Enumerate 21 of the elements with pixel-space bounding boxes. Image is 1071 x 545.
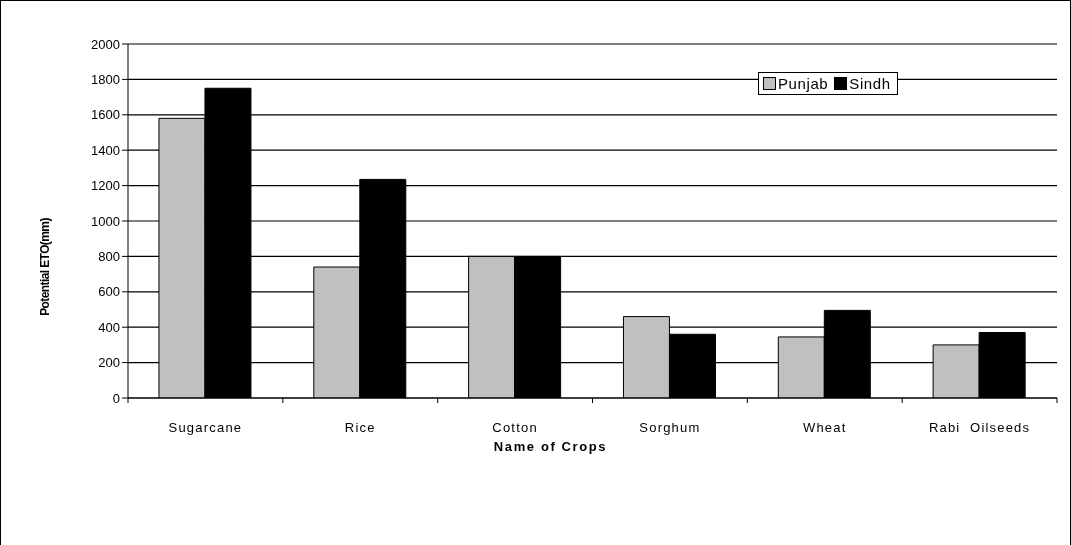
y-tick-label: 1000 [91, 213, 120, 229]
x-tick-label: Cotton [492, 420, 538, 435]
x-tick-label: Rice [344, 420, 376, 435]
y-tick-label: 200 [98, 355, 120, 371]
legend-label: Punjab [778, 75, 829, 92]
y-tick-label: 1200 [91, 178, 120, 194]
x-tick-label: Rabi Oilseeds [928, 420, 1031, 435]
y-tick-label: 1800 [91, 72, 120, 88]
y-tick-label: 2000 [91, 36, 120, 52]
x-axis-title: Name of Crops [493, 439, 608, 454]
y-axis-title: Potential ETO(mm) [38, 217, 53, 316]
x-tick-label: Sorghum [639, 420, 701, 435]
y-tick-label: 0 [112, 390, 120, 406]
legend-label: Sindh [849, 75, 891, 92]
y-tick-label: 400 [98, 319, 120, 335]
x-tick-label: Wheat [802, 420, 847, 435]
y-tick-label: 800 [98, 249, 120, 265]
x-tick-label: Sugarcane [168, 420, 243, 435]
y-tick-label: 1400 [91, 142, 120, 158]
y-tick-label: 1600 [91, 107, 120, 123]
y-tick-label: 600 [98, 284, 120, 300]
